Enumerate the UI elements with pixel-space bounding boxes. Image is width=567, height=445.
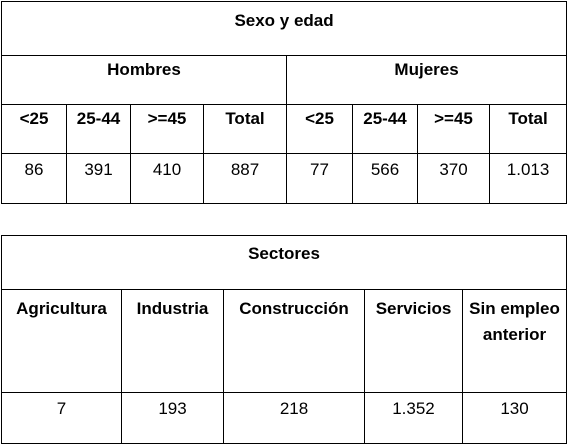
table-cell: 1.013 xyxy=(488,153,567,204)
table-cell: 410 xyxy=(130,153,204,204)
men-group-header: Hombres xyxy=(1,55,287,105)
column-header: Servicios xyxy=(364,289,463,393)
column-header: Industria xyxy=(121,289,224,393)
table-cell: 370 xyxy=(417,153,490,204)
sex-age-table: Sexo y edad Hombres Mujeres <25 25-44 >=… xyxy=(0,1,567,204)
column-header: >=45 xyxy=(417,104,490,154)
sectors-table: Sectores Agricultura Industria Construcc… xyxy=(0,235,567,444)
sex-age-title: Sexo y edad xyxy=(0,1,567,56)
table-cell: 7 xyxy=(1,392,122,444)
column-header: Agricultura xyxy=(1,289,122,393)
table-cell: 193 xyxy=(121,392,224,444)
column-header: Total xyxy=(203,104,287,154)
column-header: 25-44 xyxy=(66,104,131,154)
table-cell: 1.352 xyxy=(364,392,463,444)
column-header: <25 xyxy=(1,104,67,154)
table-cell: 218 xyxy=(223,392,365,444)
table-row: 86 391 410 887 77 566 370 1.013 xyxy=(1,153,567,204)
column-header: 25-44 xyxy=(352,104,418,154)
sectors-title: Sectores xyxy=(0,235,567,290)
table-cell: 887 xyxy=(203,153,287,204)
table-cell: 391 xyxy=(66,153,131,204)
column-header: Sin empleo anterior xyxy=(461,289,567,393)
table-row: 7 193 218 1.352 130 xyxy=(1,392,567,444)
table-cell: 130 xyxy=(461,392,567,444)
column-header: >=45 xyxy=(130,104,204,154)
women-group-header: Mujeres xyxy=(285,55,567,105)
column-header: <25 xyxy=(286,104,353,154)
table-cell: 566 xyxy=(352,153,418,204)
column-header: Total xyxy=(488,104,567,154)
table-cell: 86 xyxy=(1,153,67,204)
table-cell: 77 xyxy=(286,153,353,204)
column-header: Construcción xyxy=(223,289,365,393)
